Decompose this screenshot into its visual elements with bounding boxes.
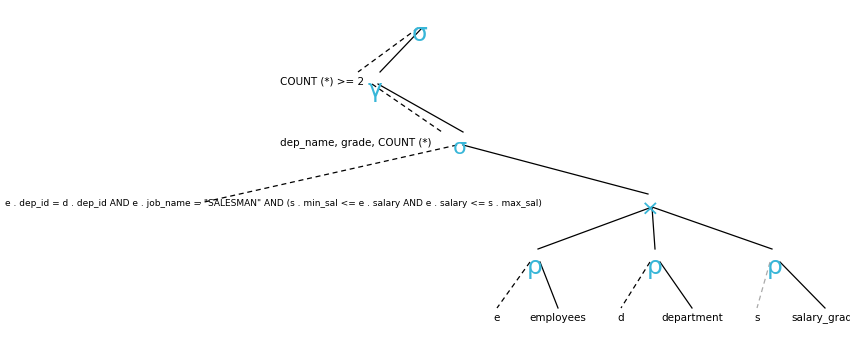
Text: department: department	[661, 313, 722, 323]
Text: ρ: ρ	[767, 255, 783, 279]
Text: employees: employees	[530, 313, 586, 323]
Text: salary_grade: salary_grade	[791, 313, 850, 323]
Text: e . dep_id = d . dep_id AND e . job_name = "SALESMAN" AND (s . min_sal <= e . sa: e . dep_id = d . dep_id AND e . job_name…	[5, 199, 542, 207]
Text: ×: ×	[641, 200, 660, 220]
Text: dep_name, grade, COUNT (*): dep_name, grade, COUNT (*)	[280, 138, 432, 148]
Text: e: e	[494, 313, 500, 323]
Text: d: d	[618, 313, 624, 323]
Text: γ: γ	[367, 78, 382, 102]
Text: ρ: ρ	[647, 255, 663, 279]
Text: σ: σ	[412, 22, 428, 46]
Text: ρ: ρ	[527, 255, 543, 279]
Text: σ: σ	[453, 138, 467, 158]
Text: COUNT (*) >= 2: COUNT (*) >= 2	[280, 77, 364, 87]
Text: s: s	[754, 313, 760, 323]
